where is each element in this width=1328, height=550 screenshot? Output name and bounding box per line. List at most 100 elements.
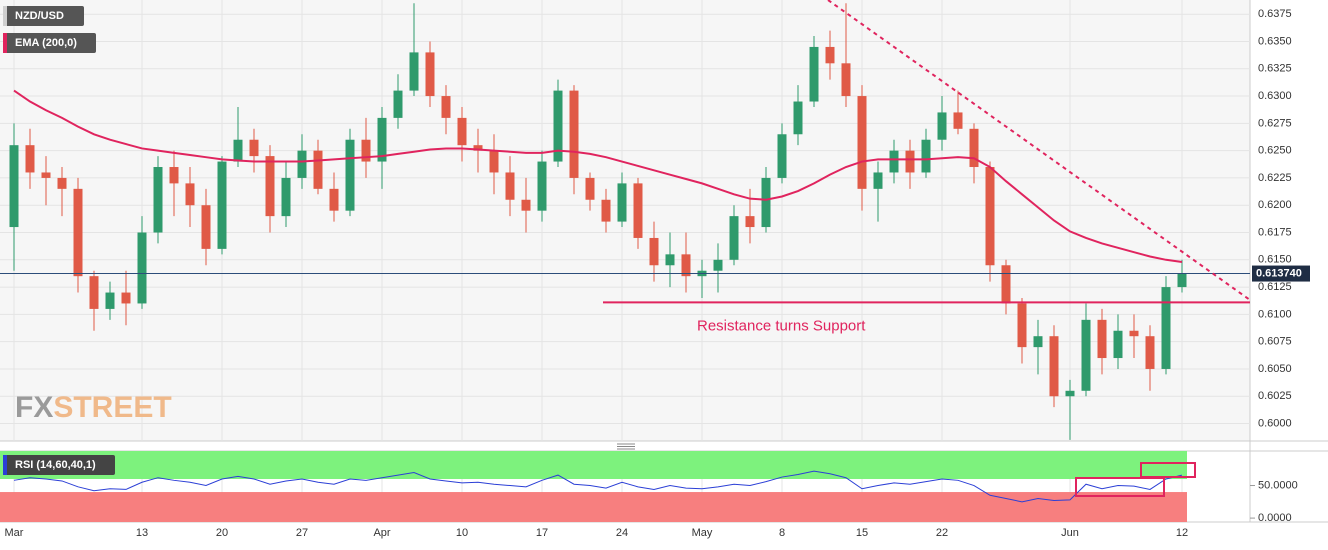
candle-body <box>745 216 755 228</box>
candle-body <box>281 177 291 217</box>
candle-body <box>1161 287 1171 369</box>
overbought-band <box>0 451 1187 480</box>
x-tick-label: 24 <box>616 527 628 539</box>
candle-body <box>9 145 19 228</box>
candle-body <box>73 188 83 277</box>
candle-body <box>617 183 627 222</box>
highlight-box <box>1140 462 1196 478</box>
y-tick-label: 0.0000 <box>1258 512 1292 524</box>
candle-body <box>665 254 675 266</box>
candle-body <box>777 134 787 178</box>
candle-body <box>1001 265 1011 304</box>
candle-body <box>57 177 67 189</box>
candle-body <box>25 145 35 173</box>
y-tick-label: 0.6200 <box>1258 199 1292 211</box>
candle-body <box>1129 330 1139 337</box>
annotation: Resistance turns Support <box>697 317 866 334</box>
candle-body <box>153 167 163 233</box>
legend-label: NZD/USD <box>15 10 64 22</box>
y-tick-label: 0.6175 <box>1258 226 1292 238</box>
y-tick-label: 0.6050 <box>1258 363 1292 375</box>
candle-body <box>729 216 739 260</box>
x-tick-label: Apr <box>373 527 390 539</box>
x-tick-label: 10 <box>456 527 468 539</box>
legend-label: EMA (200,0) <box>15 37 77 49</box>
candle-body <box>1113 330 1123 359</box>
candle-body <box>569 90 579 178</box>
candle-body <box>537 161 547 211</box>
y-tick-label: 0.6000 <box>1258 417 1292 429</box>
y-tick-label: 0.6250 <box>1258 145 1292 157</box>
y-tick-label: 0.6325 <box>1258 63 1292 75</box>
x-tick-label: 22 <box>936 527 948 539</box>
candle-body <box>137 232 147 304</box>
candle-body <box>953 112 963 129</box>
candle-body <box>633 183 643 238</box>
candle-body <box>1081 319 1091 391</box>
legend: NZD/USD EMA (200,0) RSI (14,60,40,1) <box>3 6 115 475</box>
candle-body <box>553 90 563 162</box>
candle-body <box>345 139 355 211</box>
candle-body <box>889 150 899 173</box>
last-price-box <box>1252 265 1310 282</box>
x-tick-label: Mar <box>5 527 24 539</box>
x-tick-label: 15 <box>856 527 868 539</box>
candle-body <box>489 150 499 173</box>
highlight-box <box>1075 477 1165 497</box>
candle-body <box>393 90 403 118</box>
candle-body <box>1017 303 1027 348</box>
oversold-band <box>0 492 1187 522</box>
candle-body <box>793 101 803 135</box>
x-tick-label: Jun <box>1061 527 1079 539</box>
trend-line <box>827 0 1251 301</box>
candle-body <box>873 172 883 189</box>
x-tick-label: 12 <box>1176 527 1188 539</box>
y-tick-label: 0.6375 <box>1258 8 1292 20</box>
x-tick-label: 17 <box>536 527 548 539</box>
candle-body <box>921 139 931 173</box>
candle-body <box>649 237 659 266</box>
y-tick-label: 0.6100 <box>1258 308 1292 320</box>
x-tick-label: May <box>692 527 713 539</box>
candle-body <box>1177 273 1187 288</box>
candle-body <box>377 117 387 162</box>
candle-body <box>265 156 275 217</box>
resize-grip[interactable] <box>617 443 635 450</box>
candle-body <box>233 139 243 162</box>
candle-body <box>905 150 915 173</box>
candle-body <box>1049 336 1059 397</box>
ema-line <box>13 89 1183 263</box>
candle-body <box>841 63 851 97</box>
candle-body <box>825 46 835 64</box>
candle-body <box>857 96 867 189</box>
candle-body <box>249 139 259 157</box>
y-tick-label: 0.6300 <box>1258 90 1292 102</box>
x-tick-label: 8 <box>779 527 785 539</box>
candle-body <box>105 292 115 309</box>
logo: FXSTREET <box>15 391 172 424</box>
y-tick-label: 0.6025 <box>1258 390 1292 402</box>
x-tick-label: 20 <box>216 527 228 539</box>
y-tick-label: 0.6125 <box>1258 281 1292 293</box>
x-tick-label: 27 <box>296 527 308 539</box>
candle-body <box>969 128 979 168</box>
candle-body <box>41 172 51 178</box>
candle-body <box>761 177 771 228</box>
y-tick-label: 0.6075 <box>1258 336 1292 348</box>
candle-body <box>985 167 995 266</box>
candle-body <box>521 199 531 211</box>
candle-body <box>313 150 323 189</box>
y-tick-label: 0.6225 <box>1258 172 1292 184</box>
candle-body <box>1145 336 1155 369</box>
candle-body <box>457 117 467 146</box>
candle-body <box>441 96 451 118</box>
candle-body <box>1097 319 1107 359</box>
y-tick-label: 50.0000 <box>1258 479 1298 491</box>
candle-body <box>297 150 307 178</box>
candle-body <box>1065 390 1075 397</box>
candle-body <box>201 205 211 249</box>
candle-body <box>809 46 819 102</box>
candle-body <box>169 167 179 184</box>
candle-body <box>329 188 339 211</box>
